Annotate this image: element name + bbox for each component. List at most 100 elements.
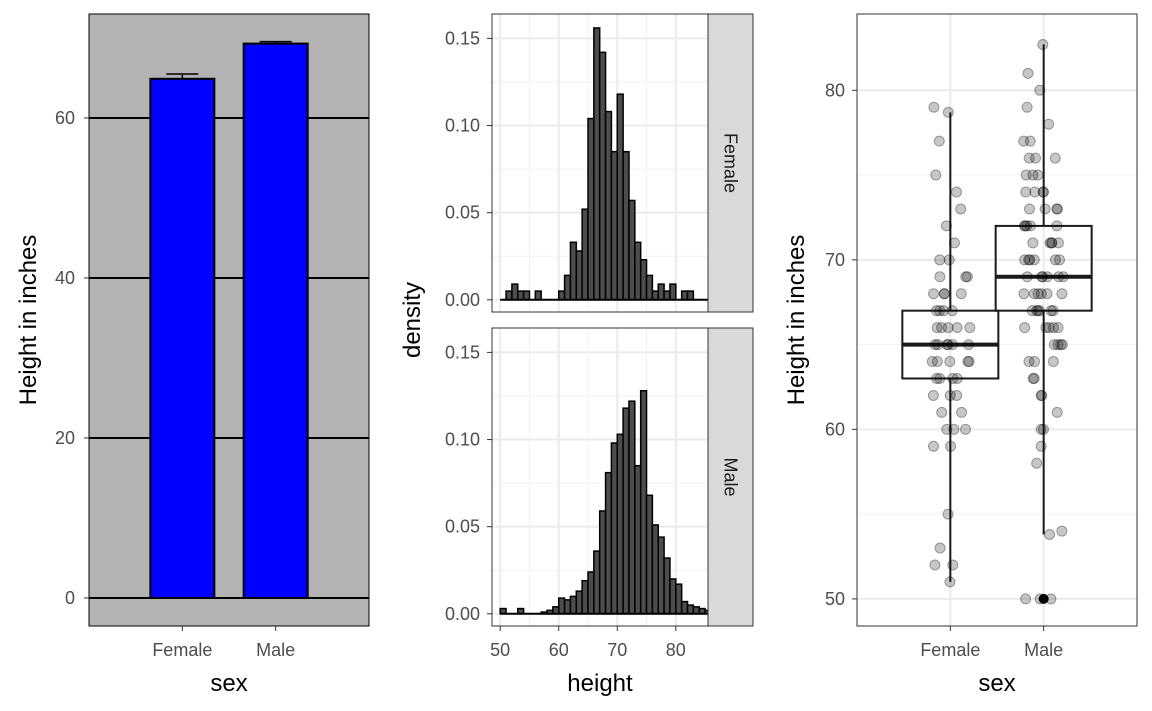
- jitter-point: [1018, 288, 1030, 300]
- jitter-point: [1032, 288, 1044, 300]
- histogram-bin: [598, 510, 607, 615]
- jitter-point: [1035, 288, 1047, 300]
- jitter-point: [934, 271, 946, 283]
- jitter-point: [942, 322, 954, 334]
- jitter-point: [928, 101, 940, 113]
- jitter-point: [1040, 322, 1052, 334]
- jitter-point: [1037, 423, 1049, 435]
- jitter-point: [964, 322, 976, 334]
- histogram-bin: [534, 290, 542, 301]
- x-tick-label: Male: [256, 640, 295, 660]
- jitter-point: [1051, 220, 1063, 232]
- y-tick-label: 70: [825, 250, 845, 270]
- jitter-point: [947, 559, 959, 571]
- y-tick-label: 0.00: [445, 290, 480, 310]
- jitter-point: [1036, 271, 1048, 283]
- jitter-point: [1019, 220, 1031, 232]
- jitter-point: [942, 339, 954, 351]
- jitter-point: [1035, 389, 1047, 401]
- y-tick-label: 50: [825, 589, 845, 609]
- jitter-point: [927, 389, 939, 401]
- jitter-point: [936, 406, 948, 418]
- jitter-point: [1051, 406, 1063, 418]
- y-tick-label: 0: [65, 588, 75, 608]
- jitter-point: [950, 186, 962, 198]
- histogram-bin: [587, 571, 595, 615]
- jitter-point: [1039, 203, 1051, 215]
- histogram-bin: [651, 290, 659, 301]
- jitter-point: [1031, 305, 1043, 317]
- histogram-bin: [563, 599, 572, 615]
- y-tick-label: 0.00: [445, 604, 480, 624]
- jitter-point: [931, 356, 943, 368]
- jitter-point: [929, 339, 941, 351]
- jitter-point: [1027, 169, 1039, 181]
- boxplot-y-axis-title: Height in inches: [783, 235, 810, 406]
- jitter-point: [1035, 423, 1047, 435]
- jitter-point: [938, 305, 950, 317]
- facet-strip-label: Female: [721, 133, 741, 193]
- jitter-point: [1041, 271, 1053, 283]
- jitter-point: [1032, 305, 1044, 317]
- boxplot-boxes: [901, 44, 1093, 604]
- y-tick-label: 0.10: [445, 430, 480, 450]
- jitter-point: [1055, 339, 1067, 351]
- jitter-point: [936, 322, 948, 334]
- jitter-point: [1037, 186, 1049, 198]
- jitter-point: [959, 423, 971, 435]
- histogram-x-axis-title: height: [567, 670, 633, 697]
- jitter-point: [963, 356, 975, 368]
- jitter-point: [955, 288, 967, 300]
- y-tick-label: 80: [825, 80, 845, 100]
- jitter-point: [1053, 271, 1065, 283]
- jitter-point: [1028, 288, 1040, 300]
- histogram-bin: [675, 583, 683, 615]
- jitter-point: [961, 271, 973, 283]
- jitter-point: [1056, 288, 1068, 300]
- jitter-point: [1046, 237, 1058, 249]
- jitter-point: [1044, 528, 1056, 540]
- histogram-bin: [663, 557, 671, 615]
- histogram-bin: [604, 110, 613, 301]
- bar: [242, 42, 309, 600]
- jitter-point: [1021, 220, 1033, 232]
- jitter-point: [944, 576, 956, 588]
- y-tick-label: 40: [55, 268, 75, 288]
- jitter-point: [1023, 254, 1035, 266]
- jitter-point: [1043, 322, 1055, 334]
- histogram-bin: [680, 290, 689, 301]
- jitter-point: [1056, 525, 1068, 537]
- jitter-point: [938, 288, 950, 300]
- jitter-point: [928, 288, 940, 300]
- jitter-point: [946, 339, 958, 351]
- histogram-bin: [622, 150, 630, 301]
- jitter-point: [1051, 203, 1063, 215]
- histogram-bin: [680, 600, 689, 615]
- histogram-bin: [598, 51, 607, 301]
- histogram-bin: [557, 290, 566, 301]
- histogram-bin: [581, 579, 589, 615]
- jitter-point: [951, 372, 963, 384]
- histogram-bin: [569, 241, 578, 301]
- jitter-point: [1049, 254, 1061, 266]
- facet-strip-label: Male: [721, 457, 741, 496]
- jitter-point: [1049, 152, 1061, 164]
- jitter-point: [1021, 271, 1033, 283]
- jitter-point: [1044, 237, 1056, 249]
- histogram-bin: [639, 389, 648, 615]
- jitter-point: [947, 372, 959, 384]
- histogram-bin: [686, 604, 695, 615]
- jitter-point: [951, 322, 963, 334]
- jitter-point: [962, 356, 974, 368]
- jitter-point: [1043, 118, 1055, 130]
- jitter-point: [956, 406, 968, 418]
- histogram-bin: [651, 524, 659, 615]
- histogram-bin: [634, 241, 642, 301]
- jitter-point: [1034, 593, 1046, 605]
- jitter-point: [1037, 186, 1049, 198]
- jitter-point: [1022, 67, 1034, 79]
- jitter-point: [931, 322, 943, 334]
- jitter-point: [1028, 254, 1040, 266]
- jitter-point: [1024, 135, 1036, 147]
- histogram-bin: [569, 595, 578, 615]
